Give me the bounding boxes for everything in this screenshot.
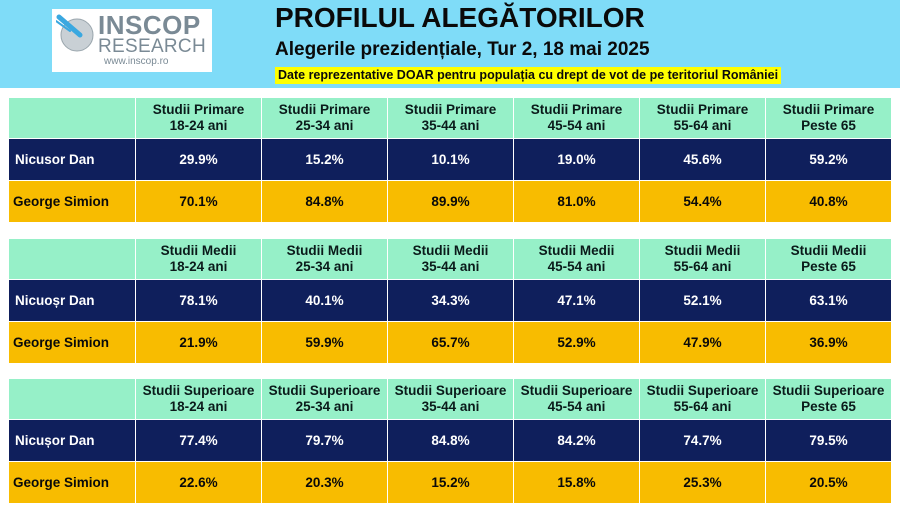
column-header: Studii Primare Peste 65: [765, 97, 892, 139]
value-cell: 29.9%: [135, 138, 262, 181]
corner-cell: [8, 378, 136, 420]
value-cell: 74.7%: [639, 419, 766, 462]
column-header: Studii Superioare 55-64 ani: [639, 378, 766, 420]
logo-brand: INSCOP: [98, 10, 201, 40]
column-header: Studii Medii 25-34 ani: [261, 238, 388, 280]
header-banner: INSCOP RESEARCH www.inscop.ro PROFILUL A…: [0, 0, 900, 88]
value-cell: 15.2%: [387, 461, 514, 504]
candidate-name: George Simion: [8, 321, 136, 364]
value-cell: 78.1%: [135, 279, 262, 322]
column-header: Studii Primare 35-44 ani: [387, 97, 514, 139]
table-studii-superioare: Studii Superioare 18-24 ani Studii Superi…: [8, 378, 892, 504]
value-cell: 59.9%: [261, 321, 388, 364]
table-row-nicusor-dan: Nicuoșr Dan 78.1% 40.1% 34.3% 47.1% 52.1…: [8, 279, 892, 322]
table-row-george-simion: George Simion 70.1% 84.8% 89.9% 81.0% 54…: [8, 180, 892, 223]
value-cell: 52.1%: [639, 279, 766, 322]
value-cell: 84.8%: [387, 419, 514, 462]
value-cell: 20.3%: [261, 461, 388, 504]
column-header: Studii Medii 18-24 ani: [135, 238, 262, 280]
column-header: Studii Primare 18-24 ani: [135, 97, 262, 139]
value-cell: 77.4%: [135, 419, 262, 462]
value-cell: 84.8%: [261, 180, 388, 223]
column-header: Studii Medii 35-44 ani: [387, 238, 514, 280]
value-cell: 15.8%: [513, 461, 640, 504]
inscop-logo: INSCOP RESEARCH www.inscop.ro: [52, 9, 212, 72]
column-header-row: Studii Superioare 18-24 ani Studii Superi…: [8, 378, 892, 420]
value-cell: 89.9%: [387, 180, 514, 223]
value-cell: 59.2%: [765, 138, 892, 181]
candidate-name: George Simion: [8, 461, 136, 504]
representativity-note: Date reprezentative DOAR pentru populați…: [275, 67, 782, 84]
page-subtitle: Alegerile prezidențiale, Tur 2, 18 mai 2…: [275, 39, 650, 60]
table-studii-primare: Studii Primare 18-24 ani Studii Primare 25…: [8, 97, 892, 223]
candidate-name: Nicușor Dan: [8, 419, 136, 462]
column-header: Studii Superioare 18-24 ani: [135, 378, 262, 420]
value-cell: 52.9%: [513, 321, 640, 364]
value-cell: 25.3%: [639, 461, 766, 504]
value-cell: 79.5%: [765, 419, 892, 462]
column-header: Studii Superioare Peste 65: [765, 378, 892, 420]
value-cell: 21.9%: [135, 321, 262, 364]
column-header: Studii Primare 45-54 ani: [513, 97, 640, 139]
column-header: Studii Superioare 45-54 ani: [513, 378, 640, 420]
value-cell: 36.9%: [765, 321, 892, 364]
corner-cell: [8, 97, 136, 139]
value-cell: 40.1%: [261, 279, 388, 322]
value-cell: 45.6%: [639, 138, 766, 181]
value-cell: 47.9%: [639, 321, 766, 364]
column-header: Studii Medii Peste 65: [765, 238, 892, 280]
value-cell: 84.2%: [513, 419, 640, 462]
column-header-row: Studii Primare 18-24 ani Studii Primare 25…: [8, 97, 892, 139]
table-row-george-simion: George Simion 21.9% 59.9% 65.7% 52.9% 47…: [8, 321, 892, 364]
column-header: Studii Primare 55-64 ani: [639, 97, 766, 139]
column-header: Studii Medii 55-64 ani: [639, 238, 766, 280]
logo-sub: RESEARCH: [98, 36, 206, 57]
table-row-nicusor-dan: Nicușor Dan 77.4% 79.7% 84.8% 84.2% 74.7…: [8, 419, 892, 462]
value-cell: 20.5%: [765, 461, 892, 504]
logo-url: www.inscop.ro: [104, 56, 169, 67]
value-cell: 15.2%: [261, 138, 388, 181]
table-row-george-simion: George Simion 22.6% 20.3% 15.2% 15.8% 25…: [8, 461, 892, 504]
column-header: Studii Superioare 25-34 ani: [261, 378, 388, 420]
value-cell: 79.7%: [261, 419, 388, 462]
value-cell: 22.6%: [135, 461, 262, 504]
value-cell: 54.4%: [639, 180, 766, 223]
globe-icon: [56, 14, 94, 52]
value-cell: 70.1%: [135, 180, 262, 223]
column-header: Studii Medii 45-54 ani: [513, 238, 640, 280]
value-cell: 10.1%: [387, 138, 514, 181]
column-header: Studii Superioare 35-44 ani: [387, 378, 514, 420]
value-cell: 63.1%: [765, 279, 892, 322]
value-cell: 65.7%: [387, 321, 514, 364]
table-studii-medii: Studii Medii 18-24 ani Studii Medii 25-34 …: [8, 238, 892, 364]
value-cell: 19.0%: [513, 138, 640, 181]
column-header-row: Studii Medii 18-24 ani Studii Medii 25-34 …: [8, 238, 892, 280]
value-cell: 40.8%: [765, 180, 892, 223]
value-cell: 81.0%: [513, 180, 640, 223]
page-title: PROFILUL ALEGĂTORILOR: [275, 2, 645, 33]
column-header: Studii Primare 25-34 ani: [261, 97, 388, 139]
candidate-name: Nicuoșr Dan: [8, 279, 136, 322]
value-cell: 47.1%: [513, 279, 640, 322]
candidate-name: Nicusor Dan: [8, 138, 136, 181]
candidate-name: George Simion: [8, 180, 136, 223]
corner-cell: [8, 238, 136, 280]
value-cell: 34.3%: [387, 279, 514, 322]
table-row-nicusor-dan: Nicusor Dan 29.9% 15.2% 10.1% 19.0% 45.6…: [8, 138, 892, 181]
